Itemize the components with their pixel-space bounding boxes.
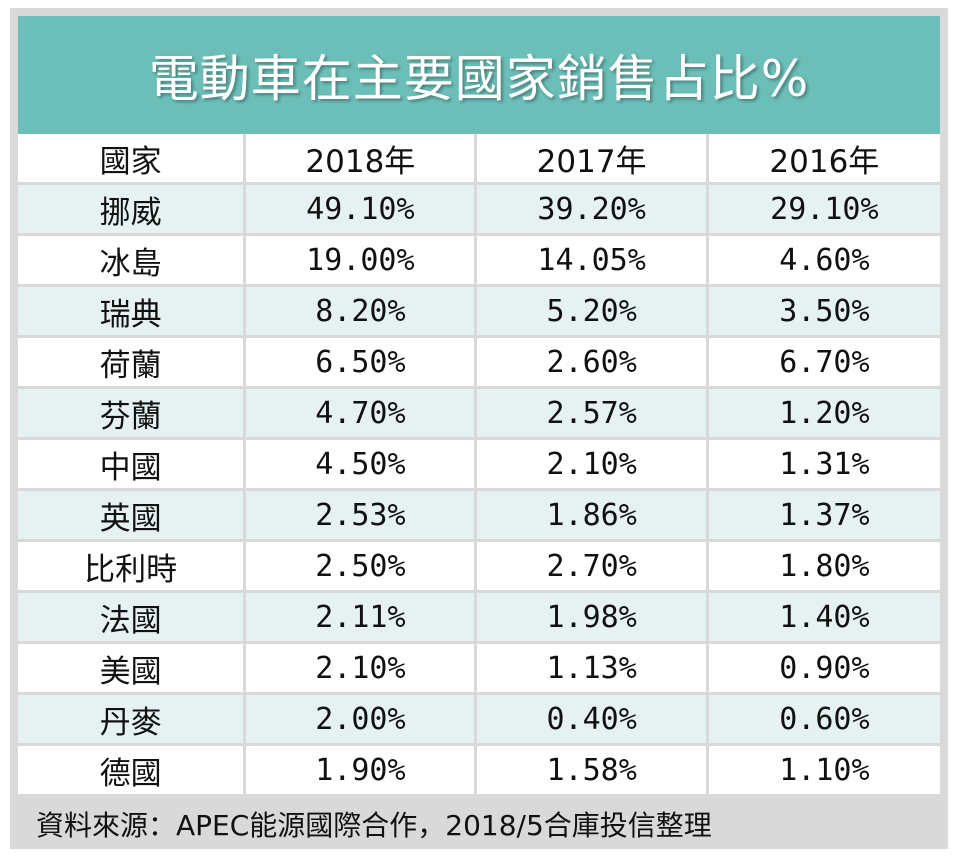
cell-value-2017: 1.98% [477, 593, 709, 644]
table-row: 法國 2.11% 1.98% 1.40% [18, 593, 940, 644]
cell-value-2017: 39.20% [477, 185, 709, 236]
cell-value-2017: 2.10% [477, 440, 709, 491]
cell-country: 中國 [18, 440, 247, 491]
cell-value-2017: 14.05% [477, 236, 709, 287]
cell-value-2017: 1.86% [477, 491, 709, 542]
cell-value-2018: 2.50% [246, 542, 478, 593]
cell-value-2016: 0.60% [708, 695, 940, 746]
cell-value-2016: 1.20% [708, 389, 940, 440]
cell-country: 荷蘭 [18, 338, 247, 389]
header-2018: 2018年 [246, 134, 478, 185]
table-frame: 電動車在主要國家銷售占比% 國家 2018年 2017年 2016年 挪威 49.… [10, 8, 948, 849]
title-bar: 電動車在主要國家銷售占比% [18, 16, 940, 134]
cell-country: 冰島 [18, 236, 247, 287]
cell-country: 瑞典 [18, 287, 247, 338]
cell-country: 德國 [18, 746, 247, 797]
cell-value-2016: 1.31% [708, 440, 940, 491]
cell-value-2016: 1.80% [708, 542, 940, 593]
cell-value-2018: 49.10% [246, 185, 478, 236]
cell-value-2018: 2.53% [246, 491, 478, 542]
table-row: 瑞典 8.20% 5.20% 3.50% [18, 287, 940, 338]
cell-country: 美國 [18, 644, 247, 695]
table-row: 挪威 49.10% 39.20% 29.10% [18, 185, 940, 236]
cell-value-2017: 1.58% [477, 746, 709, 797]
cell-value-2016: 4.60% [708, 236, 940, 287]
cell-value-2016: 6.70% [708, 338, 940, 389]
table-row: 中國 4.50% 2.10% 1.31% [18, 440, 940, 491]
cell-country: 挪威 [18, 185, 247, 236]
table-row: 荷蘭 6.50% 2.60% 6.70% [18, 338, 940, 389]
cell-value-2018: 4.70% [246, 389, 478, 440]
header-row: 國家 2018年 2017年 2016年 [18, 134, 940, 185]
header-2016: 2016年 [708, 134, 940, 185]
cell-country: 丹麥 [18, 695, 247, 746]
table-body: 挪威 49.10% 39.20% 29.10% 冰島 19.00% 14.05% 4.60% 瑞… [18, 185, 940, 797]
table-row: 冰島 19.00% 14.05% 4.60% [18, 236, 940, 287]
chart-title: 電動車在主要國家銷售占比% [148, 50, 810, 108]
cell-value-2018: 6.50% [246, 338, 478, 389]
cell-value-2017: 1.13% [477, 644, 709, 695]
cell-value-2016: 1.10% [708, 746, 940, 797]
table-row: 美國 2.10% 1.13% 0.90% [18, 644, 940, 695]
cell-value-2016: 1.40% [708, 593, 940, 644]
cell-country: 法國 [18, 593, 247, 644]
cell-value-2016: 29.10% [708, 185, 940, 236]
source-note: 資料來源：APEC能源國際合作，2018/5合庫投信整理 [36, 809, 712, 842]
cell-value-2016: 3.50% [708, 287, 940, 338]
table-row: 德國 1.90% 1.58% 1.10% [18, 746, 940, 797]
cell-value-2016: 0.90% [708, 644, 940, 695]
cell-value-2017: 2.60% [477, 338, 709, 389]
cell-value-2018: 2.10% [246, 644, 478, 695]
cell-value-2017: 0.40% [477, 695, 709, 746]
cell-value-2017: 2.70% [477, 542, 709, 593]
cell-value-2018: 2.00% [246, 695, 478, 746]
table-row: 芬蘭 4.70% 2.57% 1.20% [18, 389, 940, 440]
cell-value-2018: 2.11% [246, 593, 478, 644]
table-row: 比利時 2.50% 2.70% 1.80% [18, 542, 940, 593]
header-2017: 2017年 [477, 134, 709, 185]
table-row: 英國 2.53% 1.86% 1.37% [18, 491, 940, 542]
cell-country: 芬蘭 [18, 389, 247, 440]
cell-value-2018: 4.50% [246, 440, 478, 491]
cell-value-2016: 1.37% [708, 491, 940, 542]
data-table: 國家 2018年 2017年 2016年 挪威 49.10% 39.20% 29.10… [18, 134, 940, 797]
cell-value-2017: 5.20% [477, 287, 709, 338]
cell-country: 英國 [18, 491, 247, 542]
cell-country: 比利時 [18, 542, 247, 593]
header-country: 國家 [18, 134, 247, 185]
cell-value-2018: 1.90% [246, 746, 478, 797]
cell-value-2018: 19.00% [246, 236, 478, 287]
cell-value-2017: 2.57% [477, 389, 709, 440]
cell-value-2018: 8.20% [246, 287, 478, 338]
table-row: 丹麥 2.00% 0.40% 0.60% [18, 695, 940, 746]
